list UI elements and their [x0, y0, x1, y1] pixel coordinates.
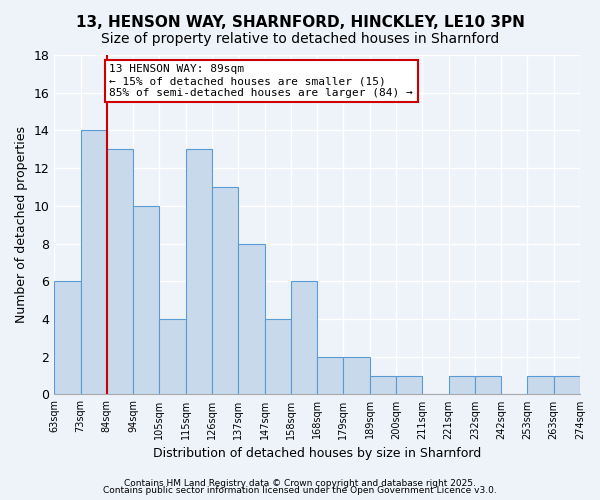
Bar: [186, 150, 212, 394]
Bar: [554, 376, 580, 394]
Bar: [396, 376, 422, 394]
Bar: [54, 282, 80, 395]
Bar: [475, 376, 501, 394]
Y-axis label: Number of detached properties: Number of detached properties: [15, 126, 28, 323]
Bar: [80, 130, 107, 394]
Text: 13, HENSON WAY, SHARNFORD, HINCKLEY, LE10 3PN: 13, HENSON WAY, SHARNFORD, HINCKLEY, LE1…: [76, 15, 524, 30]
Bar: [212, 187, 238, 394]
Text: 13 HENSON WAY: 89sqm
← 15% of detached houses are smaller (15)
85% of semi-detac: 13 HENSON WAY: 89sqm ← 15% of detached h…: [109, 64, 413, 98]
Bar: [265, 319, 291, 394]
Bar: [291, 282, 317, 395]
Text: Size of property relative to detached houses in Sharnford: Size of property relative to detached ho…: [101, 32, 499, 46]
Text: Contains public sector information licensed under the Open Government Licence v3: Contains public sector information licen…: [103, 486, 497, 495]
Bar: [370, 376, 396, 394]
Bar: [133, 206, 160, 394]
Bar: [238, 244, 265, 394]
Text: Contains HM Land Registry data © Crown copyright and database right 2025.: Contains HM Land Registry data © Crown c…: [124, 478, 476, 488]
Bar: [317, 356, 343, 395]
Bar: [449, 376, 475, 394]
Bar: [527, 376, 554, 394]
Bar: [160, 319, 186, 394]
Bar: [107, 150, 133, 394]
Bar: [343, 356, 370, 395]
X-axis label: Distribution of detached houses by size in Sharnford: Distribution of detached houses by size …: [153, 447, 481, 460]
